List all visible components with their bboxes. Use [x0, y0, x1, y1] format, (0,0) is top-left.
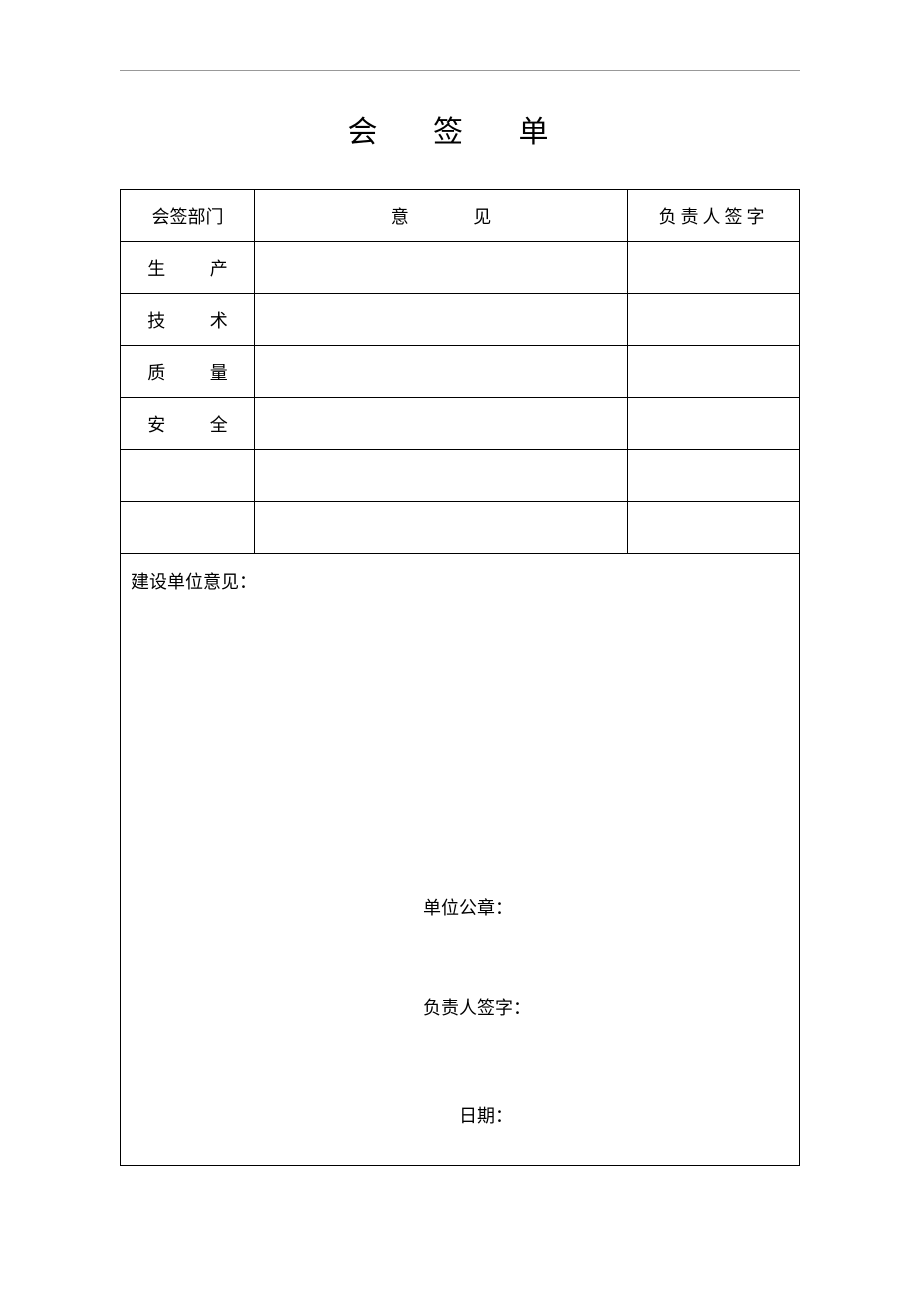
- table-header-row: 会签部门 意 见 负责人签字: [121, 190, 800, 242]
- date-label: 日期：: [459, 1102, 513, 1128]
- sign-cell: [628, 294, 800, 346]
- sign-cell: [628, 502, 800, 554]
- table-row: 安 全: [121, 398, 800, 450]
- sign-cell: [628, 242, 800, 294]
- table-row: [121, 450, 800, 502]
- sign-cell: [628, 346, 800, 398]
- header-opinion: 意 见: [255, 190, 628, 242]
- dept-text: 生 产: [127, 259, 248, 279]
- document-page: 会 签 单 会签部门 意 见 负责人签字 生 产 技 术 质 量: [0, 0, 920, 1166]
- responsible-sign-label: 负责人签字：: [423, 994, 531, 1020]
- dept-text: 质 量: [127, 363, 248, 383]
- opinion-cell: [255, 398, 628, 450]
- signoff-table: 会签部门 意 见 负责人签字 生 产 技 术 质 量 安 全: [120, 189, 800, 1166]
- dept-cell: 安 全: [121, 398, 255, 450]
- table-row: [121, 502, 800, 554]
- dept-cell: [121, 450, 255, 502]
- dept-cell: 质 量: [121, 346, 255, 398]
- dept-cell: 技 术: [121, 294, 255, 346]
- sign-cell: [628, 450, 800, 502]
- dept-text: 技 术: [127, 311, 248, 331]
- opinion-cell: [255, 346, 628, 398]
- table-row: 技 术: [121, 294, 800, 346]
- table-row: 质 量: [121, 346, 800, 398]
- opinion-cell: [255, 242, 628, 294]
- header-sign: 负责人签字: [628, 190, 800, 242]
- sign-cell: [628, 398, 800, 450]
- document-title: 会 签 单: [120, 107, 800, 151]
- header-dept: 会签部门: [121, 190, 255, 242]
- opinion-cell: [255, 294, 628, 346]
- dept-cell: [121, 502, 255, 554]
- table-row: 生 产: [121, 242, 800, 294]
- opinion-cell: [255, 502, 628, 554]
- unit-stamp-label: 单位公章：: [423, 894, 513, 920]
- top-horizontal-rule: [120, 70, 800, 71]
- dept-cell: 生 产: [121, 242, 255, 294]
- opinion-cell: [255, 450, 628, 502]
- header-sign-text: 负责人签字: [659, 207, 769, 227]
- lower-section-row: 建设单位意见： 单位公章： 负责人签字： 日期：: [121, 554, 800, 1166]
- construction-unit-opinion-cell: 建设单位意见： 单位公章： 负责人签字： 日期：: [121, 554, 800, 1166]
- header-opinion-text: 意 见: [361, 207, 522, 227]
- dept-text: 安 全: [127, 415, 248, 435]
- construction-unit-opinion-label: 建设单位意见：: [131, 568, 257, 594]
